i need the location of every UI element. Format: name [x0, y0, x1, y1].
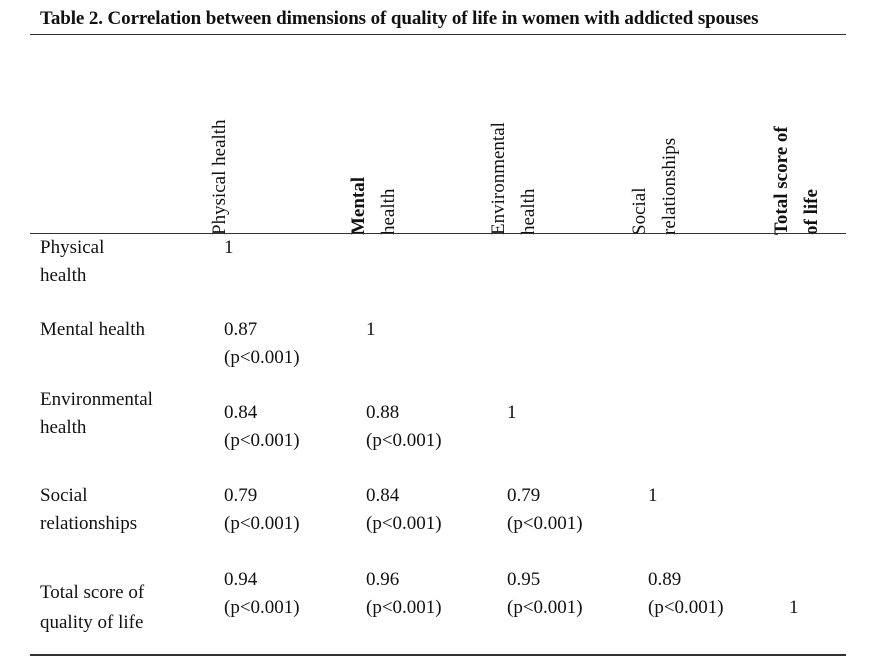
- row-label-total-score: Total score of quality of life: [40, 579, 210, 637]
- table-cell: 1: [224, 234, 234, 262]
- correlation-value: 0.79: [224, 485, 258, 506]
- table-cell: 0.84 (p<0.001): [366, 482, 442, 538]
- correlation-value: 0.88: [366, 402, 400, 423]
- header-rule: [30, 233, 846, 234]
- correlation-value: 0.87: [224, 319, 258, 340]
- correlation-value: 0.89: [648, 569, 682, 590]
- table-title: Table 2. Correlation between dimensions …: [40, 8, 759, 29]
- p-value: (p<0.001): [366, 430, 442, 451]
- column-header-line: Mental: [348, 176, 369, 235]
- table-cell: 0.84 (p<0.001): [224, 399, 300, 455]
- row-label-line: Mental health: [40, 319, 145, 340]
- row-label-line: health: [40, 417, 87, 438]
- p-value: (p<0.001): [224, 347, 300, 368]
- table-cell: 0.87 (p<0.001): [224, 316, 300, 372]
- correlation-value: 1: [224, 237, 234, 258]
- correlation-value: 0.94: [224, 569, 258, 590]
- column-header-physical-health: Physical health: [190, 15, 250, 235]
- row-label-physical-health: Physical health: [40, 234, 210, 290]
- table-cell: 1: [789, 594, 799, 622]
- correlation-value: 0.95: [507, 569, 541, 590]
- row-label-line: Total score of: [40, 582, 145, 603]
- table-cell: 0.79 (p<0.001): [507, 482, 583, 538]
- correlation-value: 1: [366, 319, 376, 340]
- table-cell: 0.94 (p<0.001): [224, 566, 300, 622]
- column-header-environmental-health: Environmental health: [484, 15, 544, 235]
- column-header-social-relationships: Social relationships: [625, 15, 685, 235]
- table-cell: 0.95 (p<0.001): [507, 566, 583, 622]
- table-cell: 1: [507, 399, 517, 427]
- correlation-value: 0.79: [507, 485, 541, 506]
- p-value: (p<0.001): [224, 430, 300, 451]
- table-cell: 1: [366, 316, 376, 344]
- row-label-line: quality of life: [40, 612, 144, 633]
- column-header-line: health: [378, 188, 399, 235]
- p-value: (p<0.001): [366, 597, 442, 618]
- row-label-environmental-health: Environmental health: [40, 386, 210, 442]
- p-value: (p<0.001): [366, 513, 442, 534]
- column-header-line: health: [518, 188, 539, 235]
- table-cell: 0.88 (p<0.001): [366, 399, 442, 455]
- column-header-line: Total score of: [771, 126, 792, 235]
- table-cell: 0.79 (p<0.001): [224, 482, 300, 538]
- correlation-value: 1: [648, 485, 658, 506]
- row-label-social-relationships: Social relationships: [40, 482, 210, 538]
- column-header-total-score: Total score of of life: [767, 15, 827, 235]
- row-label-line: relationships: [40, 513, 138, 534]
- p-value: (p<0.001): [224, 597, 300, 618]
- column-header-line: relationships: [659, 137, 680, 235]
- p-value: (p<0.001): [224, 513, 300, 534]
- row-label-line: Physical: [40, 237, 105, 258]
- column-header-line: Environmental: [488, 122, 509, 235]
- correlation-value: 1: [507, 402, 517, 423]
- row-label-mental-health: Mental health: [40, 316, 210, 344]
- correlation-value: 0.84: [366, 485, 400, 506]
- table-cell: 0.96 (p<0.001): [366, 566, 442, 622]
- row-label-line: Environmental: [40, 389, 153, 410]
- correlation-value: 1: [789, 597, 799, 618]
- top-rule: [30, 34, 846, 35]
- row-label-line: health: [40, 265, 87, 286]
- correlation-value: 0.84: [224, 402, 258, 423]
- table-cell: 0.89 (p<0.001): [648, 566, 724, 622]
- bottom-rule: [30, 654, 846, 656]
- table-cell: 1: [648, 482, 658, 510]
- column-header-line: Social: [629, 187, 650, 236]
- p-value: (p<0.001): [648, 597, 724, 618]
- correlation-value: 0.96: [366, 569, 400, 590]
- p-value: (p<0.001): [507, 513, 583, 534]
- column-header-mental-health: Mental health: [344, 15, 404, 235]
- p-value: (p<0.001): [507, 597, 583, 618]
- column-header-line: Physical health: [209, 119, 230, 235]
- column-header-line: of life: [801, 189, 822, 235]
- row-label-line: Social: [40, 485, 88, 506]
